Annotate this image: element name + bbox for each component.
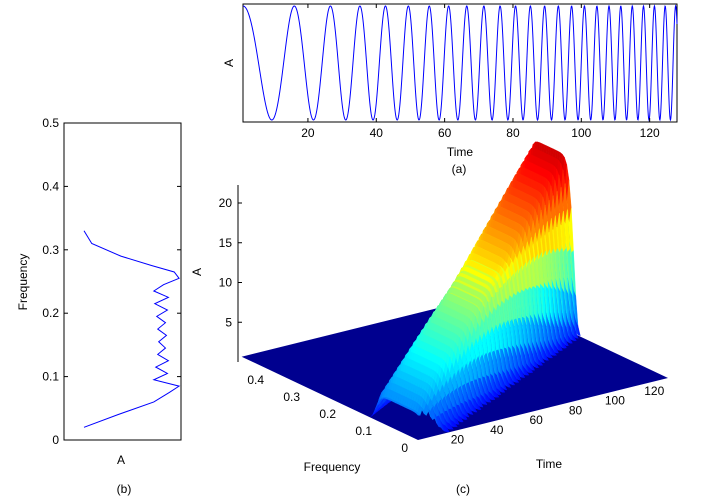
plot-c-ytick-label: 0.3: [283, 390, 300, 404]
plot-a-xtick-label: 100: [571, 126, 591, 140]
panel-c: 5 10 15 20 0 0.1 0.2 0.3 0.4 20 40 60 80 100 120 A F…: [190, 141, 668, 496]
plot-c-caption: (c): [456, 482, 470, 496]
plot-c-z-ticks: 5 10 15 20: [219, 196, 242, 329]
plot-a-xlabel: Time: [447, 145, 474, 159]
plot-c-frequency-ticks: 0 0.1 0.2 0.3 0.4: [247, 373, 408, 455]
plot-c-xtick-label: 100: [605, 394, 625, 408]
plot-b-ytick-label: 0.4: [42, 179, 59, 193]
plot-c-ztick-label: 10: [219, 276, 233, 290]
plot-b-xlabel: A: [117, 453, 125, 467]
plot-c-ytick-label: 0: [401, 441, 408, 455]
plot-c-ztick-label: 20: [219, 196, 233, 210]
plot-c-surface: [241, 141, 668, 440]
plot-c-time-ticks: 20 40 60 80 100 120: [451, 384, 665, 447]
plot-c-xtick-label: 20: [451, 433, 465, 447]
plot-c-xtick-label: 80: [569, 403, 583, 417]
plot-b-spectrum-line: [83, 230, 181, 428]
plot-c-xtick-label: 60: [529, 413, 543, 427]
plot-b-ytick-label: 0: [52, 433, 59, 447]
panel-b: 0 0.1 0.2 0.3 0.4 0.5 A Frequency (b): [16, 116, 182, 496]
plot-c-ytick-label: 0.4: [247, 373, 264, 387]
plot-a-xtick-label: 60: [438, 126, 452, 140]
plot-a-signal-line: [242, 4, 678, 122]
plot-b-axes: [63, 122, 182, 441]
plot-a-xtick-label: 80: [506, 126, 520, 140]
plot-a-caption: (a): [452, 162, 467, 176]
plot-b-ytick-label: 0.3: [42, 243, 59, 257]
plot-b-ytick-label: 0.1: [42, 370, 59, 384]
plot-a-xtick-label: 40: [370, 126, 384, 140]
panel-a: 20 40 60 80 100 120 Time A (a): [222, 3, 678, 176]
plot-b-y-ticks: 0 0.1 0.2 0.3 0.4 0.5: [42, 116, 181, 447]
plot-c-ytick-label: 0.1: [355, 424, 372, 438]
plot-c-ztick-label: 5: [225, 315, 232, 329]
plot-c-ytick-label: 0.2: [319, 407, 336, 421]
plot-c-surface-facet: [415, 412, 421, 416]
plot-b-caption: (b): [117, 482, 132, 496]
plot-c-xlabel: Time: [536, 457, 563, 471]
plot-c-ztick-label: 15: [219, 236, 233, 250]
plot-b-ytick-label: 0.5: [42, 116, 59, 130]
plot-c-xtick-label: 120: [644, 384, 664, 398]
plot-c-zlabel: A: [190, 268, 204, 276]
plot-b-ylabel: Frequency: [16, 254, 30, 311]
plot-a-ylabel: A: [222, 59, 236, 67]
plot-a-xtick-label: 20: [301, 126, 315, 140]
plot-a-xtick-label: 120: [640, 126, 660, 140]
plot-b-ytick-label: 0.2: [42, 306, 59, 320]
plot-a-x-ticks: 20 40 60 80 100 120: [301, 4, 660, 140]
plot-c-ylabel: Frequency: [304, 460, 361, 474]
plot-c-xtick-label: 40: [490, 423, 504, 437]
